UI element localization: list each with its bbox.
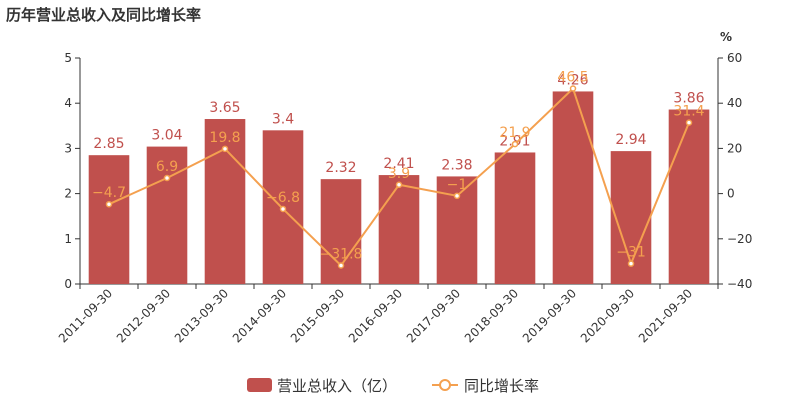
revenue-data-label: 2.85 bbox=[93, 136, 124, 152]
revenue-data-label: 4.26 bbox=[557, 72, 588, 88]
growth-rate-point bbox=[279, 205, 287, 213]
revenue-data-label: 2.32 bbox=[325, 160, 356, 176]
revenue-bar bbox=[378, 175, 420, 284]
growth-rate-data-label: 6.9 bbox=[156, 159, 178, 175]
growth-rate-point bbox=[511, 140, 519, 148]
x-tick-label: 2013-09-30 bbox=[172, 286, 231, 345]
legend-growth-marker bbox=[439, 379, 451, 391]
x-tick-label: 2019-09-30 bbox=[520, 286, 579, 345]
left-tick-label: 4 bbox=[64, 96, 72, 110]
right-tick-label: 60 bbox=[727, 51, 742, 65]
revenue-bar bbox=[494, 152, 536, 284]
x-tick-label: 2011-09-30 bbox=[56, 286, 115, 345]
x-tick-label: 2016-09-30 bbox=[346, 286, 405, 345]
revenue-data-label: 3.04 bbox=[151, 128, 182, 144]
growth-rate-point bbox=[163, 174, 171, 182]
revenue-data-label: 3.4 bbox=[272, 111, 294, 127]
left-tick-label: 5 bbox=[64, 51, 72, 65]
x-tick-label: 2017-09-30 bbox=[404, 286, 463, 345]
revenue-bar bbox=[146, 146, 188, 284]
revenue-data-label: 2.94 bbox=[615, 132, 646, 148]
growth-rate-data-label: −6.8 bbox=[266, 190, 300, 206]
right-tick-label: 20 bbox=[727, 141, 742, 155]
growth-rate-data-label: −31 bbox=[616, 245, 646, 261]
left-tick-label: 0 bbox=[64, 277, 72, 291]
growth-rate-point bbox=[395, 181, 403, 189]
left-tick-label: 2 bbox=[64, 187, 72, 201]
x-tick-label: 2018-09-30 bbox=[462, 286, 521, 345]
revenue-data-label: 3.65 bbox=[209, 100, 240, 116]
growth-rate-data-label: −1 bbox=[447, 177, 468, 193]
x-tick-label: 2015-09-30 bbox=[288, 286, 347, 345]
right-tick-label: 40 bbox=[727, 96, 742, 110]
growth-rate-point bbox=[105, 200, 113, 208]
left-tick-label: 1 bbox=[64, 232, 72, 246]
right-tick-label: 0 bbox=[727, 187, 735, 201]
growth-rate-data-label: 46.5 bbox=[557, 70, 588, 86]
x-tick-label: 2014-09-30 bbox=[230, 286, 289, 345]
growth-rate-point bbox=[627, 260, 635, 267]
growth-rate-data-label: 31.4 bbox=[673, 104, 704, 120]
right-tick-label: −40 bbox=[727, 277, 752, 291]
growth-rate-data-label: −4.7 bbox=[92, 185, 126, 201]
x-tick-label: 2012-09-30 bbox=[114, 286, 173, 345]
revenue-data-label: 2.41 bbox=[383, 156, 414, 172]
legend-growth-label: 同比增长率 bbox=[464, 377, 539, 395]
growth-rate-point bbox=[569, 85, 577, 92]
revenue-bar bbox=[552, 91, 594, 284]
revenue-bar bbox=[668, 109, 710, 284]
right-axis-unit: % bbox=[720, 30, 732, 44]
legend-revenue-label: 营业总收入（亿） bbox=[277, 377, 397, 395]
growth-rate-data-label: 3.9 bbox=[388, 166, 410, 182]
x-tick-label: 2021-09-30 bbox=[636, 286, 695, 345]
growth-rate-point bbox=[221, 145, 229, 153]
growth-rate-data-label: 21.9 bbox=[499, 125, 530, 141]
revenue-data-label: 2.38 bbox=[441, 157, 472, 173]
revenue-data-label: 3.86 bbox=[673, 91, 704, 107]
growth-rate-point bbox=[337, 262, 345, 269]
growth-rate-point bbox=[685, 119, 693, 126]
growth-rate-data-label: 19.8 bbox=[209, 130, 240, 146]
right-tick-label: −20 bbox=[727, 232, 752, 246]
chart-title: 历年营业总收入及同比增长率 bbox=[6, 6, 202, 24]
legend-revenue-swatch bbox=[247, 378, 272, 392]
revenue-bar bbox=[88, 155, 130, 284]
growth-rate-point bbox=[453, 192, 461, 200]
growth-rate-data-label: −31.8 bbox=[320, 246, 363, 262]
left-tick-label: 3 bbox=[64, 141, 72, 155]
x-tick-label: 2020-09-30 bbox=[578, 286, 637, 345]
